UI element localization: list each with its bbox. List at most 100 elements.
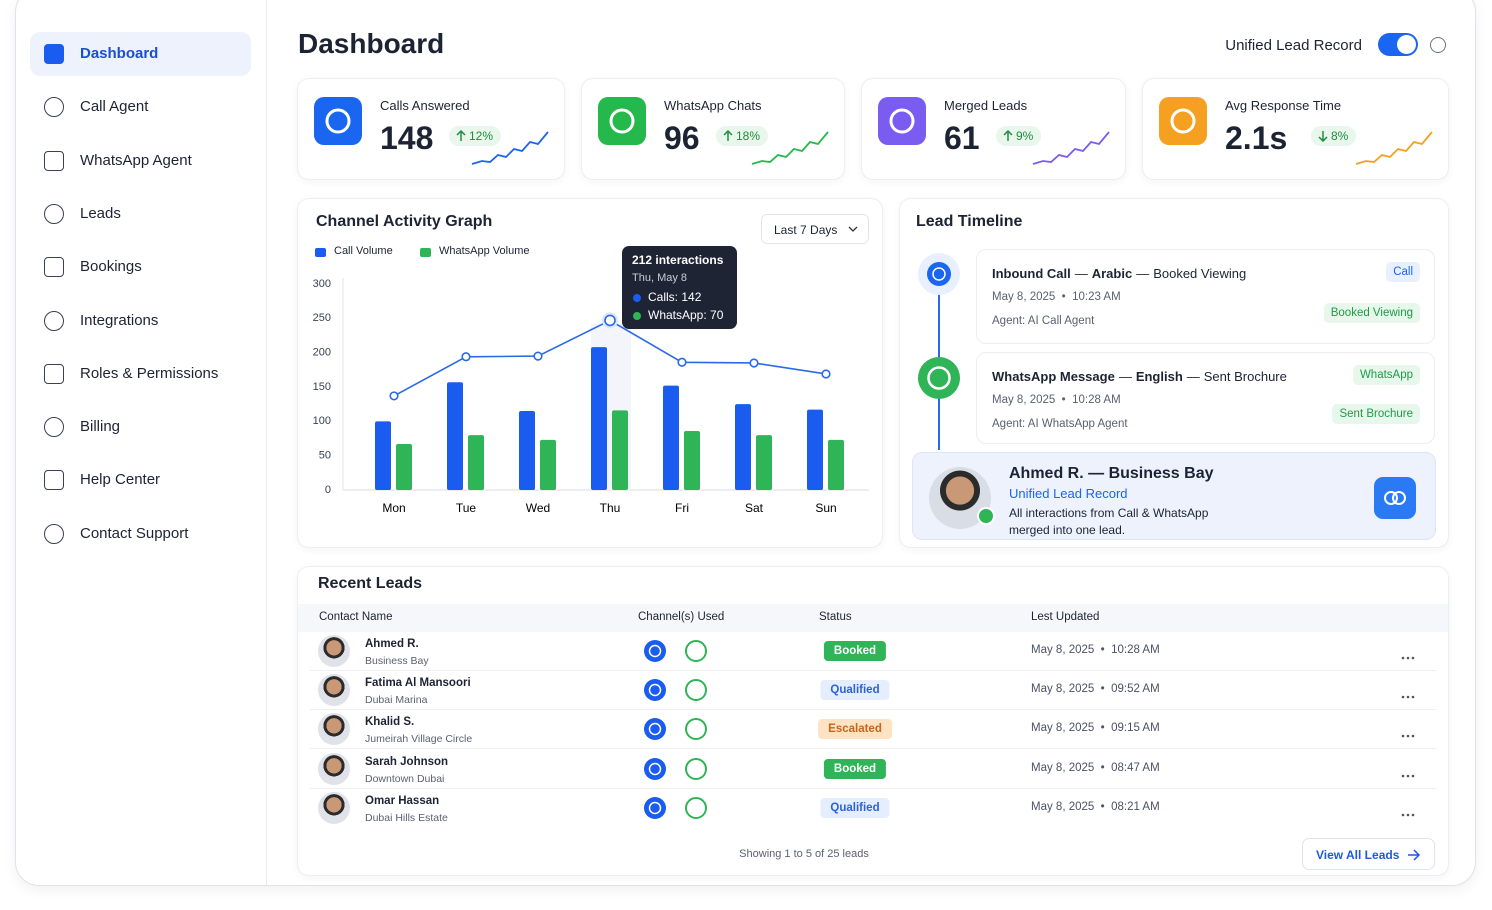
timeline-title: Lead Timeline: [916, 213, 1023, 230]
bar: [663, 385, 679, 490]
title-part: Booked Viewing: [1153, 266, 1247, 281]
lead-area: Dubai Marina: [365, 694, 428, 706]
kpi-icon: [314, 97, 362, 145]
y-tick-label: 300: [313, 278, 331, 290]
x-tick-label: Mon: [382, 501, 405, 515]
kpi-label: WhatsApp Chats: [664, 98, 762, 113]
lead-area: Business Bay: [365, 655, 429, 667]
x-tick-label: Thu: [600, 501, 621, 515]
status-badge: Qualified: [820, 680, 890, 700]
lead-updated: May 8, 2025 • 10:28 AM: [1031, 644, 1160, 656]
kpi-label: Avg Response Time: [1225, 98, 1342, 113]
title-part: Sent Brochure: [1203, 369, 1287, 384]
bar: [468, 435, 484, 490]
row-avatar: [318, 674, 350, 706]
kpi-value: 61: [944, 120, 980, 156]
table-footer: Showing 1 to 5 of 25 leads: [739, 848, 869, 860]
profile-card: Ahmed R. — Business Bay Unified Lead Rec…: [912, 452, 1436, 540]
kpi-value: 148: [380, 120, 434, 156]
kpi-value: 2.1s: [1225, 120, 1288, 156]
x-tick-label: Fri: [675, 501, 689, 515]
whatsapp-channel-icon: [685, 679, 707, 701]
y-tick-label: 150: [313, 381, 331, 393]
frame: [15, 0, 1476, 886]
row-avatar: [318, 713, 350, 745]
status-badge: Escalated: [818, 719, 892, 739]
page-title: Dashboard: [298, 28, 445, 59]
y-tick-label: 0: [325, 484, 331, 496]
tooltip-dot: [633, 294, 641, 302]
info-icon[interactable]: [1430, 37, 1446, 53]
nav-icon: [44, 257, 64, 278]
nav-item[interactable]: Leads: [80, 204, 121, 222]
tooltip-line: Calls: 142: [648, 290, 702, 304]
nav-item[interactable]: WhatsApp Agent: [80, 151, 192, 169]
merge-icon[interactable]: [1374, 477, 1416, 519]
nav-icon: [44, 523, 64, 544]
bar: [519, 411, 535, 490]
line-point: [389, 391, 399, 401]
nav-icon: [44, 310, 64, 331]
sidebar-divider: [266, 0, 267, 885]
title-part: —: [1186, 369, 1200, 384]
row-divider: [310, 709, 1436, 710]
bar: [540, 439, 556, 490]
row-menu[interactable]: [1400, 766, 1416, 778]
row-menu[interactable]: [1400, 726, 1416, 738]
kpi-label: Merged Leads: [944, 98, 1028, 113]
title-part: —: [1118, 369, 1132, 384]
nav-item[interactable]: Roles & Permissions: [80, 364, 219, 382]
kpi-value: 96: [664, 120, 700, 156]
nav-item[interactable]: Bookings: [80, 258, 142, 276]
sparkline: [471, 131, 549, 165]
row-menu[interactable]: [1400, 648, 1416, 660]
column-header: Lest Updated: [1031, 611, 1100, 623]
button-label: View All Leads: [1316, 848, 1400, 862]
nav-icon: [44, 417, 64, 438]
whatsapp-channel-icon: [685, 758, 707, 780]
kpi-icon: [878, 97, 926, 145]
lead-updated: May 8, 2025 • 09:15 AM: [1031, 722, 1160, 734]
nav-item[interactable]: Integrations: [80, 311, 159, 329]
bar: [756, 435, 772, 490]
row-divider: [310, 670, 1436, 671]
nav-item[interactable]: Dashboard: [80, 45, 159, 62]
view-all-button[interactable]: View All Leads: [1302, 838, 1435, 870]
status-badge: Booked: [823, 759, 887, 779]
line-point: [677, 357, 687, 367]
nav-item[interactable]: Contact Support: [80, 524, 189, 542]
nav-icon: [44, 150, 64, 171]
line-point: [821, 369, 831, 379]
nav-item[interactable]: Call Agent: [80, 98, 149, 116]
row-avatar: [318, 753, 350, 785]
row-menu[interactable]: [1400, 805, 1416, 817]
lead-updated: May 8, 2025 • 08:21 AM: [1031, 801, 1160, 813]
profile-link[interactable]: Unified Lead Record: [1009, 486, 1128, 501]
row-menu[interactable]: [1400, 687, 1416, 699]
status-badge: Qualified: [820, 798, 890, 818]
kpi-change: 12%: [469, 129, 494, 143]
timeline-title: WhatsApp Message — English — Sent Brochure: [992, 369, 1291, 384]
kpi-label: Calls Answered: [380, 98, 470, 113]
lead-name: Ahmed R.: [365, 638, 419, 650]
toggle[interactable]: [1378, 33, 1418, 56]
profile-desc: All interactions from Call & WhatsApp me…: [1009, 506, 1209, 537]
whatsapp-channel-icon: [685, 797, 707, 819]
nav-icon: [44, 363, 64, 384]
kpi-badge: 8%: [1311, 126, 1357, 146]
kpi-change: 18%: [736, 129, 761, 143]
lead-area: Dubai Hills Estate: [365, 812, 448, 824]
x-tick-label: Sun: [815, 501, 836, 515]
row-avatar: [318, 792, 350, 824]
title-part: Arabic: [1091, 266, 1133, 281]
title-part: —: [1074, 266, 1088, 281]
call-channel-icon: [644, 640, 666, 662]
call-channel-icon: [644, 718, 666, 740]
nav-item[interactable]: Billing: [80, 418, 121, 436]
nav-item[interactable]: Help Center: [80, 471, 161, 489]
line-point: [604, 314, 616, 327]
range-dropdown[interactable]: Last 7 Days: [761, 214, 869, 244]
timeline-meta: May 8, 2025 • 10:28 AM: [992, 394, 1121, 406]
bar: [828, 439, 844, 490]
